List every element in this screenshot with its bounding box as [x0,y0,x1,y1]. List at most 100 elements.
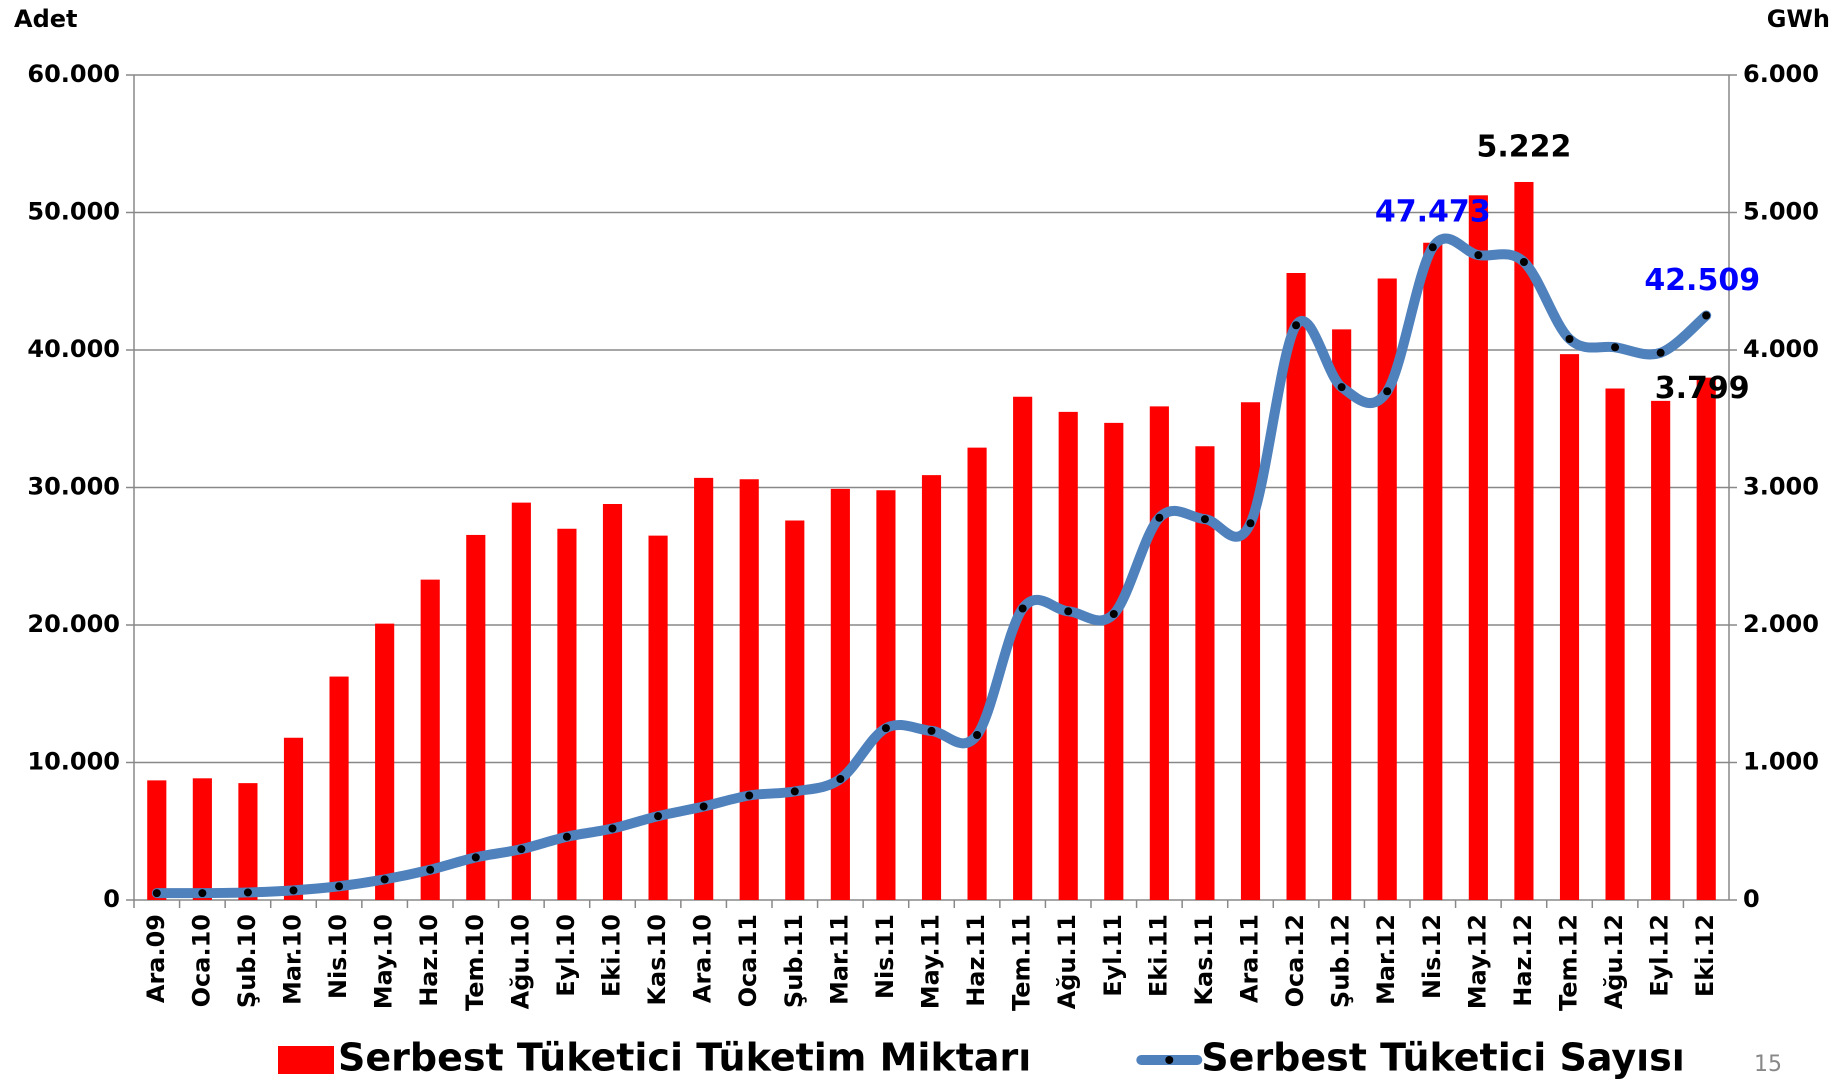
data-label: 3.799 [1655,371,1750,406]
bar [694,477,714,900]
y-axis-label: Adet [14,5,78,33]
y2-tick-label: 6.000 [1743,60,1819,88]
legend-label: Serbest Tüketici Tüketim Miktarı [338,1036,1031,1080]
line-marker [289,886,298,895]
line-marker [1337,383,1346,392]
legend-swatch [278,1046,334,1074]
x-tick-label: May.11 [917,914,945,1009]
page-number: 15 [1754,1052,1782,1077]
x-tick-label: Ağu.10 [506,914,534,1009]
x-tick-label: Nis.12 [1418,914,1446,999]
bar [830,488,850,900]
line-marker [1565,335,1574,343]
bar [1423,242,1443,900]
bar [1286,273,1306,900]
x-tick-label: Haz.10 [415,914,443,1007]
bar [1149,406,1169,900]
bar [1651,400,1671,900]
line-marker [1519,258,1528,266]
bar [283,737,304,900]
x-tick-label: Kas.11 [1190,914,1218,1006]
line-marker [881,724,890,733]
y2-tick-label: 4.000 [1743,335,1819,363]
bar [1240,402,1261,900]
line-marker [1292,321,1301,330]
y2-tick-label: 0 [1743,885,1760,913]
x-tick-label: Eyl.11 [1099,914,1127,997]
line-marker [836,775,845,783]
x-tick-label: Eyl.10 [552,914,580,997]
line-marker [1018,604,1027,613]
x-tick-label: May.10 [370,914,398,1009]
y-tick-label: 50.000 [27,198,120,226]
x-tick-label: Ağu.12 [1600,914,1628,1009]
x-tick-label: Oca.12 [1281,914,1309,1007]
y-tick-label: 60.000 [27,60,120,88]
line-marker [1611,343,1620,352]
bar [739,479,759,900]
data-label: 47.473 [1375,195,1491,230]
bar [238,783,258,900]
legend-marker [1165,1056,1174,1064]
y2-tick-label: 5.000 [1743,198,1819,226]
line-marker [152,889,161,898]
bar [1195,446,1215,900]
line-marker [243,888,252,897]
bar [1468,195,1488,900]
x-tick-label: Mar.12 [1372,914,1400,1005]
bar [1559,354,1580,900]
x-tick-label: Mar.10 [279,914,307,1005]
bar [967,447,987,900]
line-marker [380,875,389,884]
line-marker [1246,519,1255,528]
line-marker [790,787,799,796]
x-tick-label: Haz.12 [1509,914,1537,1007]
x-tick-label: Ara.11 [1236,914,1264,1003]
bar [876,490,896,900]
bar [1013,396,1033,900]
line-marker [1428,243,1437,252]
x-tick-label: Eki.12 [1691,914,1719,997]
y-tick-label: 20.000 [27,610,120,638]
x-tick-label: Nis.10 [324,914,352,999]
line-marker [1474,251,1483,260]
x-tick-label: Eki.11 [1144,914,1172,997]
x-tick-label: Şub.10 [233,914,261,1008]
x-tick-label: Nis.11 [871,914,899,999]
line-marker [745,791,754,800]
bar [375,623,395,900]
line-marker [198,889,207,898]
bar [511,502,531,900]
line-marker [1383,387,1392,396]
data-label: 42.509 [1644,263,1760,298]
legend-label: Serbest Tüketici Sayısı [1201,1036,1685,1080]
y-tick-label: 40.000 [27,335,120,363]
bar [602,504,623,900]
bar [557,528,577,900]
y-tick-label: 0 [103,885,120,913]
bar [466,534,486,900]
bar [1605,388,1625,900]
x-tick-label: Kas.10 [643,914,671,1006]
line-marker [562,832,571,841]
bar [1514,181,1534,901]
bar [1696,377,1716,900]
x-tick-label: Mar.11 [825,914,853,1005]
line-marker [927,726,936,735]
x-tick-label: Eki.10 [598,914,626,997]
line-marker [426,865,435,874]
x-tick-label: Haz.11 [962,914,990,1007]
data-label: 5.222 [1476,129,1571,164]
bar [1058,411,1078,900]
x-tick-label: Oca.10 [187,914,215,1007]
bar [1332,329,1352,900]
bar [192,778,212,900]
x-tick-label: Tem.11 [1008,914,1036,1011]
bar [147,780,167,900]
x-tick-label: Oca.11 [734,914,762,1007]
line-marker [1155,513,1164,522]
x-tick-label: Şub.11 [780,914,808,1008]
bar [329,676,349,900]
line-marker [1109,610,1118,618]
